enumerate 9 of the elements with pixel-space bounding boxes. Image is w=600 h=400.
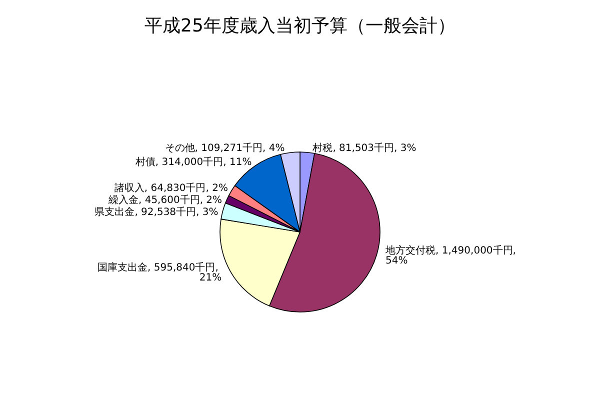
slice-label: 国庫支出金, 595,840千円, 21% (98, 261, 222, 284)
slice-label: その他, 109,271千円, 4% (164, 142, 285, 154)
slice-label: 県支出金, 92,538千円, 3% (94, 206, 218, 218)
slice-label: 諸収入, 64,830千円, 2% (114, 182, 228, 194)
slice-label: 繰入金, 45,600千円, 2% (107, 194, 222, 206)
slice-label: 地方交付税, 1,490,000千円, 54% (384, 244, 520, 266)
slice-label: 村債, 314,000千円, 11% (134, 156, 252, 168)
slice-label: 村税, 81,503千円, 3% (312, 142, 416, 154)
chart-title: 平成25年度歳入当初予算（一般会計） (144, 16, 456, 36)
